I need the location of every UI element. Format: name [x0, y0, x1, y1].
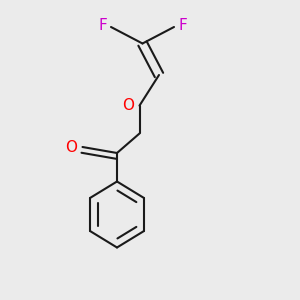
- Text: O: O: [65, 140, 77, 154]
- Text: F: F: [98, 18, 107, 33]
- Text: O: O: [122, 98, 134, 113]
- Text: F: F: [178, 18, 187, 33]
